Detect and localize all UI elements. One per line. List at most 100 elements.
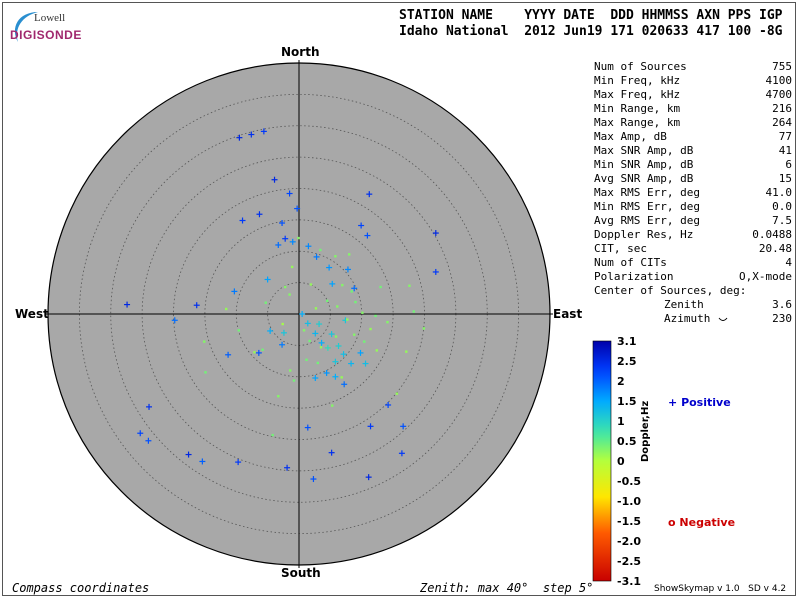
digisonde-logo xyxy=(8,8,98,50)
stat-label: Avg RMS Err, deg xyxy=(594,214,700,227)
source-statistics: Num of Sources 755 Min Freq, kHz 4100 Max Fr… xyxy=(594,60,792,284)
stat-label: Max Amp, dB xyxy=(594,130,667,143)
stat-value: 20.48 xyxy=(758,242,792,255)
center-zenith-value: 3.6 xyxy=(772,298,792,311)
positive-source-point xyxy=(432,268,439,275)
positive-source-point xyxy=(282,235,289,242)
azimuth-arrow-icon xyxy=(718,317,728,321)
near-zero-source-point xyxy=(281,322,284,326)
stat-value: 77 xyxy=(778,130,792,143)
positive-source-point xyxy=(299,311,306,317)
near-zero-source-point xyxy=(297,236,300,240)
positive-source-point xyxy=(284,464,291,471)
near-zero-source-point xyxy=(354,300,357,304)
stat-value: 0.0 xyxy=(772,200,792,213)
stat-value: 7.5 xyxy=(772,214,792,227)
stat-label: Max RMS Err, deg xyxy=(594,186,700,199)
header-line-2: Idaho National 2012 Jun19 171 020633 417… xyxy=(399,24,783,39)
near-zero-source-point xyxy=(319,248,322,252)
near-zero-source-point xyxy=(289,369,292,372)
stat-row: Max Freq, kHz 4700 xyxy=(594,88,792,102)
positive-source-point xyxy=(335,343,342,350)
colorbar-tick-label: 0 xyxy=(617,455,625,468)
footer-version: ShowSkymap v 1.0 SD v 4.2 xyxy=(654,584,787,594)
positive-source-point xyxy=(366,191,373,198)
colorbar-tick-label: 0.5 xyxy=(617,435,637,448)
stat-row: Polarization O,X-mode xyxy=(594,270,792,284)
near-zero-source-point xyxy=(331,404,334,407)
positive-source-point xyxy=(400,423,407,430)
compass-north-label: North xyxy=(281,45,320,59)
stat-label: Num of CITs xyxy=(594,256,667,269)
stat-value: 41 xyxy=(778,144,792,157)
stat-value: 6 xyxy=(785,158,792,171)
positive-source-point xyxy=(231,288,238,295)
positive-source-point xyxy=(279,220,286,227)
positive-source-point xyxy=(260,128,267,135)
near-zero-source-point xyxy=(336,305,339,308)
logo-top-text: Lowell xyxy=(34,12,66,24)
stat-value: 755 xyxy=(772,60,792,73)
footer-zenith-note: Zenith: max 40° step 5° xyxy=(420,581,594,595)
compass-south-label: South xyxy=(281,566,321,580)
stat-label: Max SNR Amp, dB xyxy=(594,144,694,157)
positive-source-point xyxy=(248,131,255,138)
positive-source-point xyxy=(304,320,311,327)
stat-row: Min RMS Err, deg 0.0 xyxy=(594,200,792,214)
header-line-1: STATION NAME YYYY DATE DDD HHMMSS AXN PP… xyxy=(399,8,783,23)
positive-source-point xyxy=(255,349,262,356)
stat-label: Avg SNR Amp, dB xyxy=(594,172,694,185)
positive-source-point xyxy=(145,437,152,444)
positive-source-point xyxy=(171,317,178,324)
positive-source-point xyxy=(365,474,372,481)
positive-source-point xyxy=(326,264,333,271)
stat-value: 0.0488 xyxy=(752,228,792,241)
center-azimuth-label: Azimuth xyxy=(664,312,711,325)
near-zero-source-point xyxy=(261,348,264,351)
near-zero-source-point xyxy=(253,351,256,354)
colorbar-tick-label: -1.5 xyxy=(617,515,642,528)
positive-source-point xyxy=(328,331,335,338)
positive-source-point xyxy=(289,238,296,245)
legend-positive-label: Positive xyxy=(681,396,731,409)
near-zero-source-point xyxy=(334,335,338,338)
stat-row: Avg RMS Err, deg 7.5 xyxy=(594,214,792,228)
positive-source-point xyxy=(328,449,335,456)
positive-source-point xyxy=(267,327,274,334)
positive-source-point xyxy=(332,358,339,365)
positive-source-point xyxy=(286,190,293,197)
positive-source-point xyxy=(137,430,144,437)
near-zero-source-point xyxy=(326,299,329,303)
near-zero-source-point xyxy=(334,255,337,258)
stat-label: Min Range, km xyxy=(594,102,681,115)
positive-source-point xyxy=(364,232,371,239)
positive-source-point xyxy=(199,458,206,465)
near-zero-source-point xyxy=(346,318,349,321)
positive-source-point xyxy=(124,301,131,308)
positive-source-point xyxy=(294,205,301,212)
near-zero-source-point xyxy=(375,349,379,352)
positive-source-point xyxy=(344,266,351,273)
stat-value: 15 xyxy=(778,172,792,185)
legend-positive: + Positive xyxy=(668,396,731,409)
doppler-colorbar xyxy=(592,340,612,582)
positive-source-point xyxy=(318,339,325,346)
center-azimuth-value: 230 xyxy=(772,312,792,325)
near-zero-source-point xyxy=(309,283,313,286)
stat-value: O,X-mode xyxy=(739,270,792,283)
legend-negative-label: Negative xyxy=(679,516,736,529)
positive-source-point xyxy=(367,423,374,430)
positive-source-point xyxy=(358,222,365,229)
stat-row: Doppler Res, Hz 0.0488 xyxy=(594,228,792,242)
stat-label: Num of Sources xyxy=(594,60,687,73)
colorbar-tick-label: 2 xyxy=(617,375,625,388)
footer-coordinates-note: Compass coordinates xyxy=(12,581,150,595)
near-zero-source-point xyxy=(283,285,287,289)
positive-source-point xyxy=(236,134,243,141)
near-zero-source-point xyxy=(353,333,356,336)
near-zero-source-point xyxy=(319,346,323,349)
positive-source-point xyxy=(340,351,347,358)
positive-source-point xyxy=(239,217,246,224)
positive-source-point xyxy=(264,276,271,283)
